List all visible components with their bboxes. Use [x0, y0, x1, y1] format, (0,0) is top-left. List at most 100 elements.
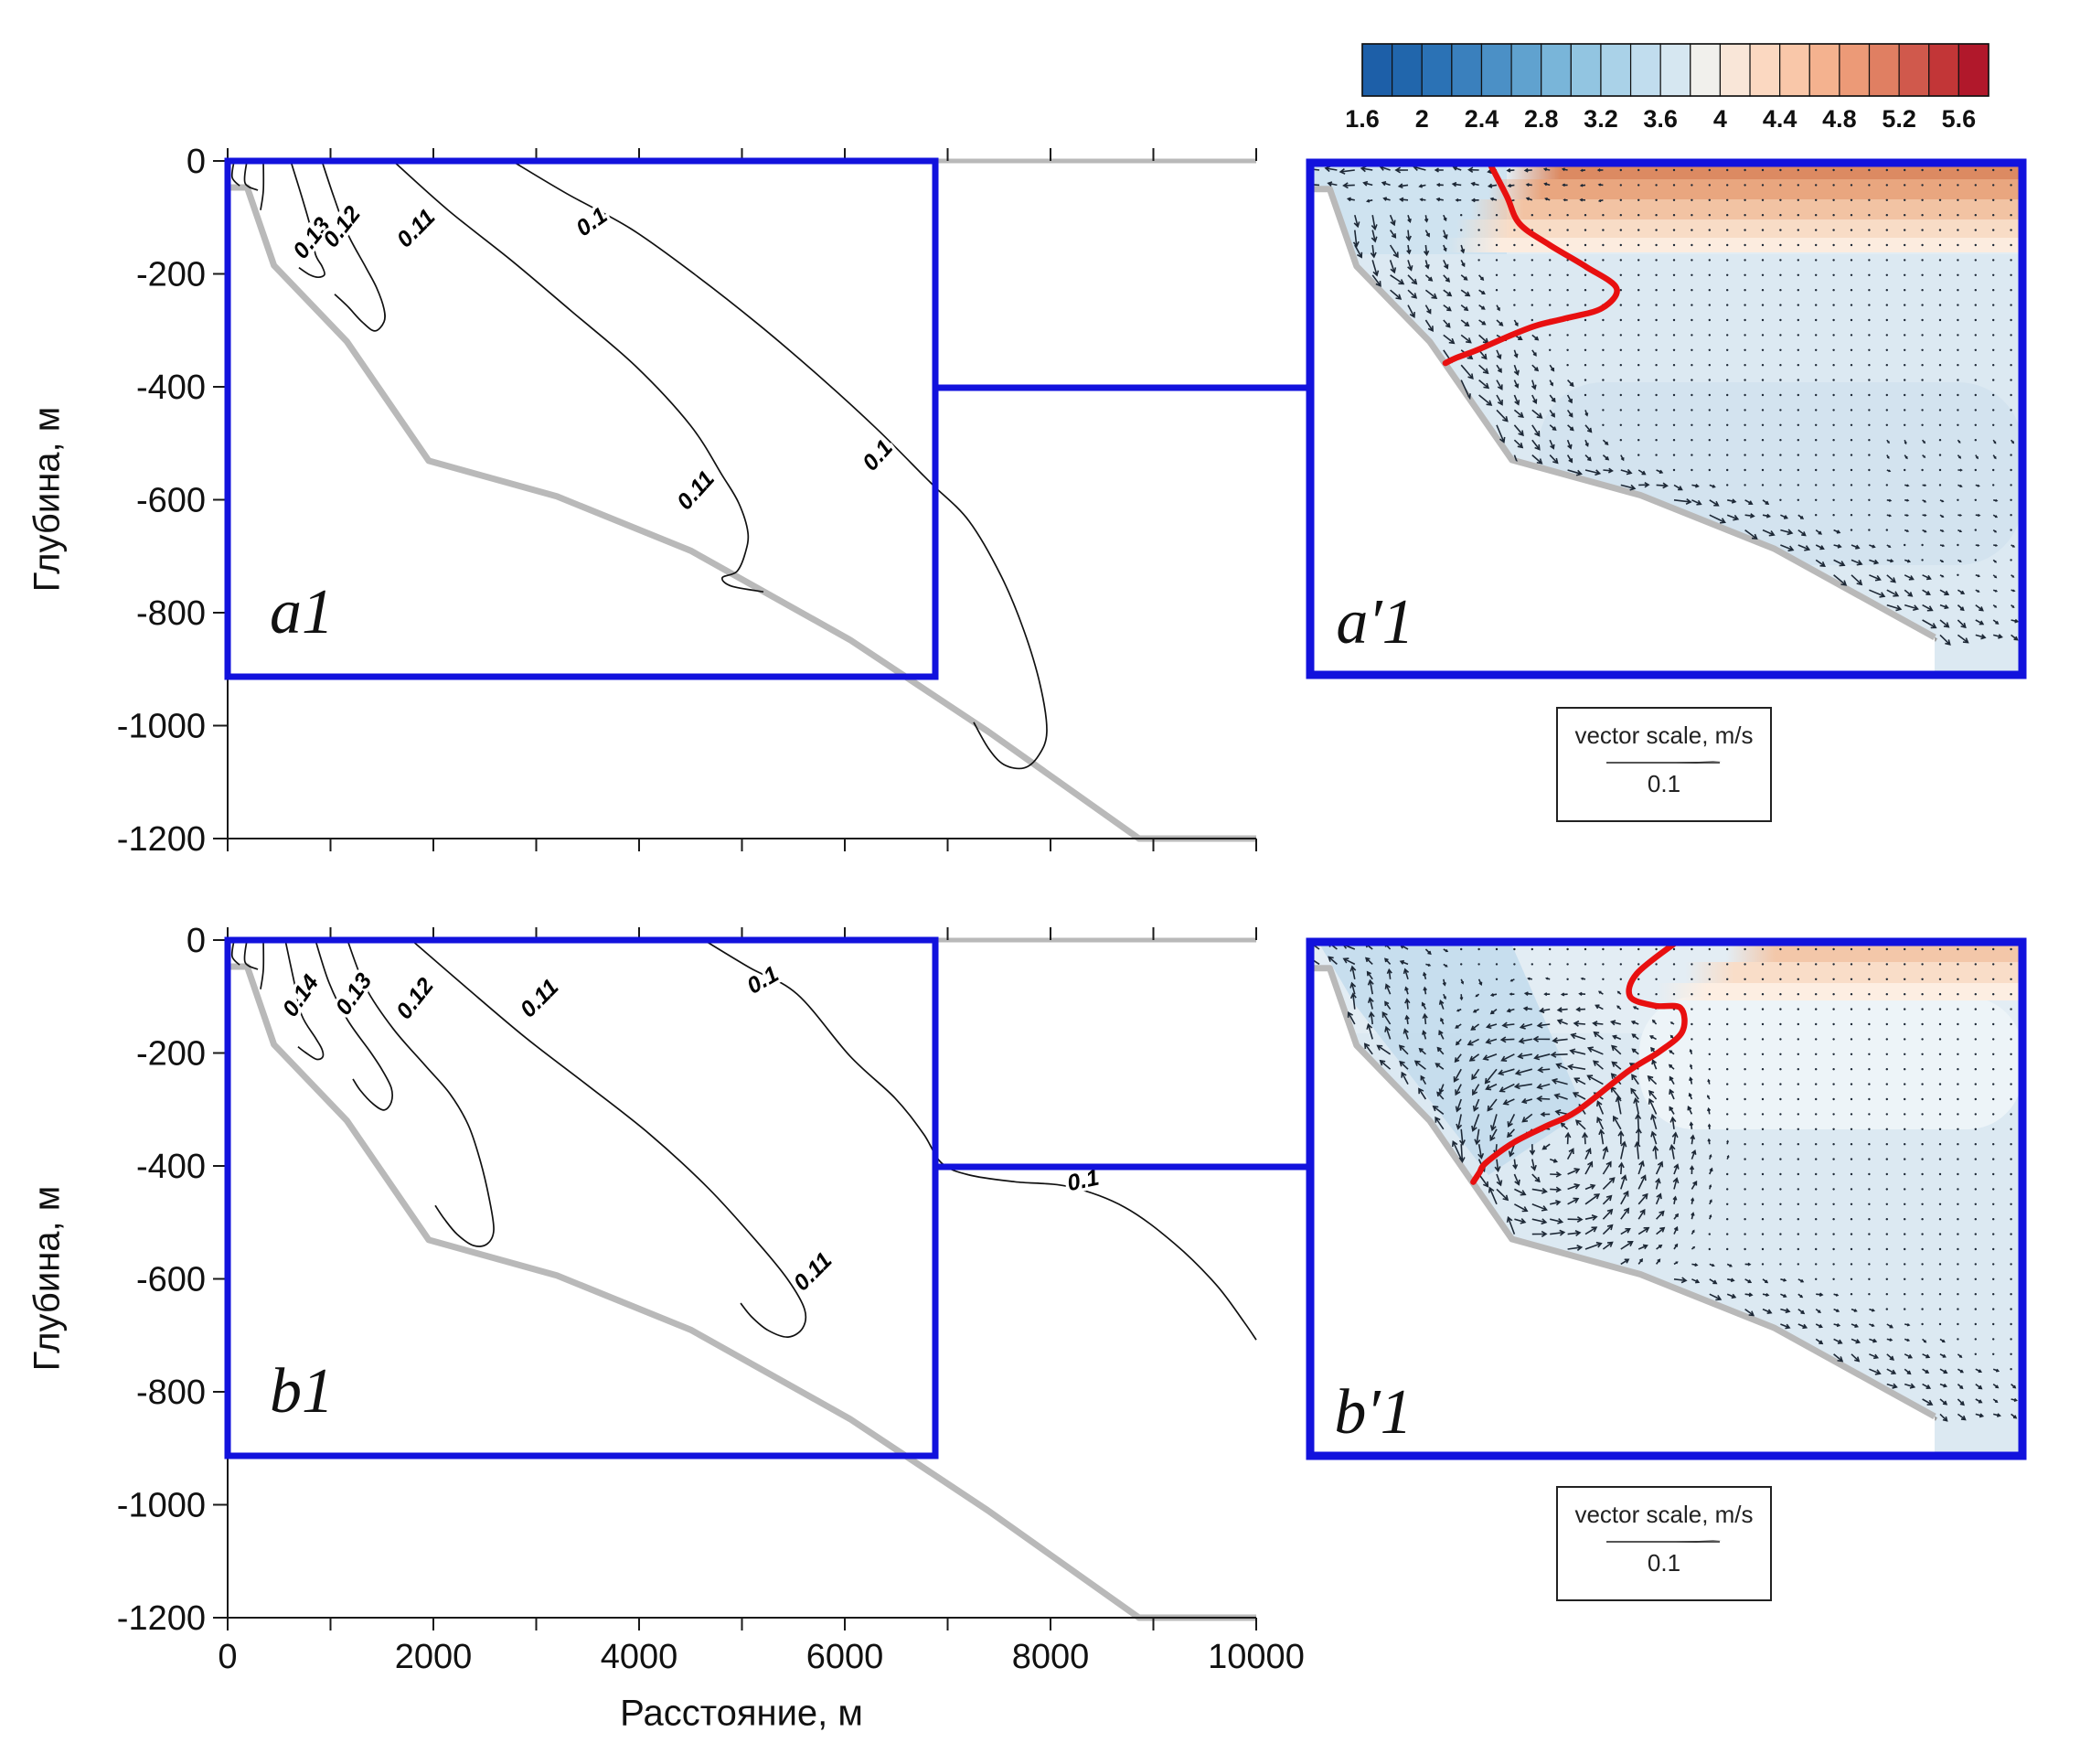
- colorbar-cell: [1570, 43, 1602, 97]
- isotherm-4c-line: [1442, 161, 1620, 367]
- panel-a1p: [1306, 158, 2027, 679]
- colorbar-tick-label: 4: [1713, 105, 1727, 133]
- x-tick-label: 6000: [806, 1638, 884, 1676]
- y-axis-title-top: Глубина, м: [27, 406, 68, 593]
- vector-scale-box-top: vector scale, m/s 0.1: [1556, 707, 1772, 822]
- colorbar-cell: [1779, 43, 1810, 97]
- inset-box: [224, 157, 939, 680]
- y-tick-label: 0: [187, 922, 206, 960]
- panel-b1p: [1306, 937, 2027, 1460]
- contour-line: [392, 160, 764, 593]
- vector-scale-title: vector scale, m/s: [1574, 722, 1754, 749]
- colorbar-cell: [1392, 43, 1423, 97]
- y-tick-label: -800: [136, 594, 206, 633]
- colorbar-tick-label: 5.2: [1882, 105, 1916, 133]
- colorbar-cell: [1808, 43, 1840, 97]
- vector-scale-value: 0.1: [1647, 1549, 1681, 1577]
- panel-label-b1: b1: [270, 1356, 334, 1427]
- y-axis-title-bottom: Глубина, м: [27, 1185, 68, 1372]
- contour-label: 0.11: [392, 204, 441, 252]
- vector-scale-arrow-icon: [1606, 761, 1722, 764]
- contour-label: 0.1: [571, 202, 613, 241]
- panel-a1: 0.130.12 0.11 0.10.110.10-200-400-600-800-…: [117, 143, 1310, 859]
- vector-scale-box-bottom: vector scale, m/s 0.1: [1556, 1486, 1772, 1601]
- colorbar-tick-label: 2: [1415, 105, 1429, 133]
- contour-line: [321, 160, 386, 332]
- vector-scale-title: vector scale, m/s: [1574, 1501, 1754, 1528]
- colorbar-cell: [1898, 43, 1930, 97]
- colorbar-cell: [1868, 43, 1900, 97]
- colorbar-cell: [1629, 43, 1661, 97]
- contour-label: 0.12: [318, 201, 366, 252]
- colorbar-tick-label: 2.4: [1465, 105, 1499, 133]
- colorbar-cell: [1957, 43, 1989, 97]
- panel-label-b1-prime: b′1: [1334, 1377, 1413, 1448]
- colorbar-tick-label: 5.6: [1942, 105, 1977, 133]
- contour-line: [230, 160, 240, 187]
- panel-border: [1306, 937, 2027, 1460]
- colorbar-cell: [1600, 43, 1632, 97]
- colorbar-cell: [1928, 43, 1959, 97]
- contour-line: [315, 939, 393, 1111]
- colorbar-cell: [1361, 43, 1393, 97]
- contour-line: [260, 160, 265, 210]
- y-tick-label: -1200: [117, 820, 206, 859]
- contour-label: 0.11: [516, 974, 564, 1022]
- x-tick-label: 10000: [1208, 1638, 1305, 1676]
- y-tick-label: 0: [187, 143, 206, 181]
- colorbar-cell: [1659, 43, 1691, 97]
- y-tick-label: -1200: [117, 1599, 206, 1638]
- quiver-field: [1310, 165, 2020, 646]
- colorbar-cell: [1510, 43, 1542, 97]
- contour-line: [511, 160, 1048, 770]
- vector-scale-arrow-icon: [1606, 1540, 1722, 1543]
- panel-label-a1: a1: [270, 577, 334, 647]
- contour-line: [347, 939, 495, 1247]
- y-tick-label: -200: [136, 1035, 206, 1074]
- vector-scale-value: 0.1: [1647, 770, 1681, 797]
- x-tick-label: 2000: [395, 1638, 473, 1676]
- colorbar-cell: [1541, 43, 1572, 97]
- y-tick-label: -400: [136, 1148, 206, 1186]
- x-tick-label: 0: [218, 1638, 237, 1676]
- contour-label: 0.14: [277, 970, 324, 1021]
- colorbar-cell: [1690, 43, 1722, 97]
- contour-label: 0.11: [672, 466, 720, 516]
- x-tick-label: 8000: [1012, 1638, 1090, 1676]
- y-tick-label: -800: [136, 1374, 206, 1412]
- x-tick-label: 4000: [601, 1638, 678, 1676]
- contour-line: [411, 939, 807, 1338]
- y-tick-label: -1000: [117, 708, 206, 746]
- y-tick-label: -600: [136, 482, 206, 520]
- panel-border: [1306, 158, 2027, 679]
- colorbar-cell: [1749, 43, 1781, 97]
- colorbar-tick-label: 3.2: [1584, 105, 1618, 133]
- colorbar-tick-label: 4.8: [1822, 105, 1857, 133]
- colorbar-tick-label: 1.6: [1345, 105, 1380, 133]
- inset-box: [224, 936, 939, 1459]
- quiver-field: [1310, 942, 2018, 1422]
- contour-line: [243, 160, 259, 191]
- panel-label-a1-prime: a′1: [1336, 587, 1414, 657]
- colorbar: 1.6 2 2.4 2.8 3.2 3.6 4 4.4 4.8 5.2 5.6: [1345, 43, 1989, 133]
- contour-label: 0.1: [858, 435, 898, 476]
- colorbar-cell: [1421, 43, 1453, 97]
- y-tick-label: -600: [136, 1261, 206, 1299]
- contour-label: 0.12: [391, 973, 439, 1024]
- contour-label: 0.11: [789, 1247, 837, 1296]
- panel-b1: 0.14 0.13 0.12 0.11 0.10.110.10-200-400-600-…: [117, 922, 1310, 1676]
- y-tick-label: -400: [136, 369, 206, 407]
- contour-line: [230, 939, 240, 966]
- contour-line: [260, 939, 265, 989]
- x-axis-title: Расстояние, м: [620, 1693, 863, 1734]
- contour-line: [243, 939, 259, 970]
- colorbar-tick-label: 3.6: [1643, 105, 1678, 133]
- y-tick-label: -1000: [117, 1487, 206, 1525]
- colorbar-cell: [1480, 43, 1512, 97]
- contour-line: [290, 160, 325, 279]
- colorbar-cell: [1719, 43, 1751, 97]
- colorbar-tick-label: 2.8: [1524, 105, 1559, 133]
- contour-line: [284, 939, 325, 1061]
